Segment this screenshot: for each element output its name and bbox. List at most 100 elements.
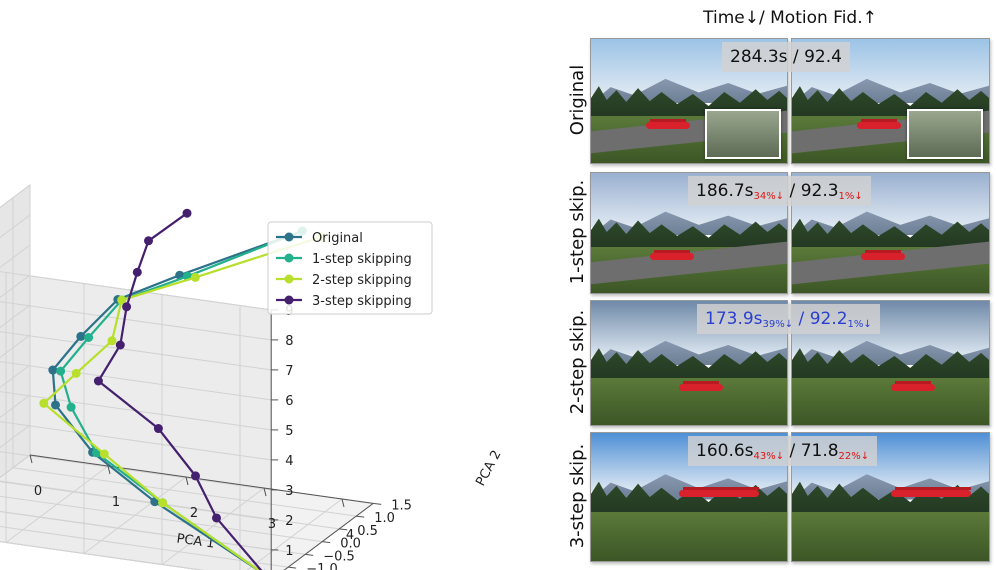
grid-y-floor — [0, 480, 340, 530]
data-point — [212, 513, 221, 523]
x-tick-mark — [107, 465, 111, 475]
y-tick-label: −1.0 — [306, 562, 338, 570]
x-tick-label: 0 — [34, 484, 42, 499]
fidelity-percent: 1%↓ — [838, 191, 863, 202]
row-label: 3-step skip. — [567, 443, 588, 549]
airplane-image — [645, 116, 690, 132]
data-point — [144, 236, 153, 246]
pca-3d-plot: 012341.51.00.50.0−0.5−1.0−1.50123456789 … — [0, 184, 505, 570]
fidelity-value: 71.8 — [800, 441, 839, 461]
separator: / — [793, 309, 810, 329]
data-point — [117, 295, 127, 305]
grid-z-back — [0, 361, 272, 401]
z-tick-label: 1 — [285, 544, 293, 559]
z-tick-label: 3 — [285, 484, 293, 499]
grid-z-side — [0, 304, 31, 329]
row-label: 1-step skip. — [567, 179, 588, 285]
airplane-image — [679, 484, 760, 500]
legend-marker — [284, 295, 294, 305]
legend-entry: 1-step skipping — [312, 252, 412, 267]
grid-z-side — [0, 334, 31, 359]
fidelity-value: 92.4 — [804, 47, 842, 67]
grid-y-floor — [0, 526, 289, 568]
data-point — [153, 424, 163, 434]
legend-entry: Original — [312, 231, 363, 246]
time-value: 284.3s — [730, 47, 788, 67]
z-tick-label: 5 — [285, 424, 293, 439]
grid-z-side — [0, 394, 31, 419]
grid-z-side — [0, 454, 31, 479]
time-value: 173.9s — [705, 309, 763, 329]
row-label: Original — [567, 64, 588, 136]
metric-overlay: 186.7s34%↓ / 92.31%↓ — [688, 176, 871, 206]
data-point — [190, 272, 200, 282]
axis-panes — [0, 184, 375, 570]
data-point — [191, 471, 200, 481]
time-percent: 39%↓ — [762, 319, 794, 330]
data-point — [93, 376, 103, 386]
grid-z-side — [0, 214, 31, 239]
legend-marker — [284, 253, 294, 263]
z-tick-label: 7 — [285, 364, 293, 379]
metric-overlay: 160.6s43%↓ / 71.822%↓ — [688, 436, 878, 466]
x-tick-label: 2 — [190, 506, 198, 521]
airplane-image — [861, 247, 906, 263]
legend: Original 1-step skipping 2-step skipping 3-… — [267, 221, 433, 315]
series-line — [96, 212, 263, 570]
time-value: 186.7s — [696, 181, 754, 201]
series-2 — [39, 232, 327, 570]
data-point — [66, 402, 76, 412]
data-point — [39, 398, 49, 408]
metric-overlay: 284.3s / 92.4 — [722, 42, 850, 72]
inset-thumbnail — [705, 109, 781, 159]
y-tick-label: 0.0 — [340, 537, 361, 552]
data-point — [182, 208, 192, 218]
series-0 — [48, 226, 307, 570]
y-tick-label: −0.5 — [323, 549, 355, 564]
y-tick-mark — [322, 541, 331, 544]
y-tick-mark — [339, 528, 348, 531]
z-tick-label: 8 — [285, 334, 293, 349]
grid-y-floor — [12, 467, 357, 517]
grid-z-back — [0, 331, 272, 371]
airplane-image — [857, 116, 902, 132]
x-tick-label: 1 — [112, 495, 120, 510]
video-frame — [791, 172, 990, 294]
video-frame — [590, 38, 788, 164]
z-tick-label: 4 — [285, 454, 293, 469]
data-point — [51, 400, 60, 410]
metric-overlay: 173.9s39%↓ / 92.21%↓ — [697, 304, 880, 334]
legend-marker — [284, 232, 294, 242]
grid-z-side — [0, 244, 31, 269]
grid-z-back — [0, 541, 205, 570]
time-value: 160.6s — [696, 441, 754, 461]
grid-z-back — [0, 391, 272, 431]
y-tick-label: 0.5 — [357, 524, 378, 539]
airplane-image — [679, 378, 724, 394]
airplane-image — [890, 378, 935, 394]
separator: / — [784, 441, 801, 461]
data-series — [39, 208, 327, 570]
x-tick-label: 4 — [346, 528, 354, 543]
data-point — [48, 365, 58, 375]
x-tick-mark — [185, 476, 189, 486]
data-point — [115, 340, 125, 350]
x-axis-line — [29, 454, 374, 504]
grid-z-side — [0, 184, 31, 209]
grid-z-side — [0, 364, 31, 389]
data-point — [158, 498, 168, 508]
grid-z-side — [0, 274, 31, 299]
legend-entry: 3-step skipping — [312, 294, 412, 309]
x-tick-mark — [341, 498, 345, 508]
y-tick-mark — [373, 502, 382, 505]
time-percent: 43%↓ — [753, 451, 785, 462]
z-tick-label: 2 — [285, 514, 293, 529]
data-point — [84, 333, 94, 342]
data-point — [76, 331, 86, 341]
row-label: 2-step skip. — [567, 309, 588, 415]
grid-z-back — [0, 451, 272, 491]
x-tick-label: 3 — [268, 517, 276, 532]
separator: / — [784, 181, 801, 201]
y-tick-mark — [288, 566, 297, 569]
